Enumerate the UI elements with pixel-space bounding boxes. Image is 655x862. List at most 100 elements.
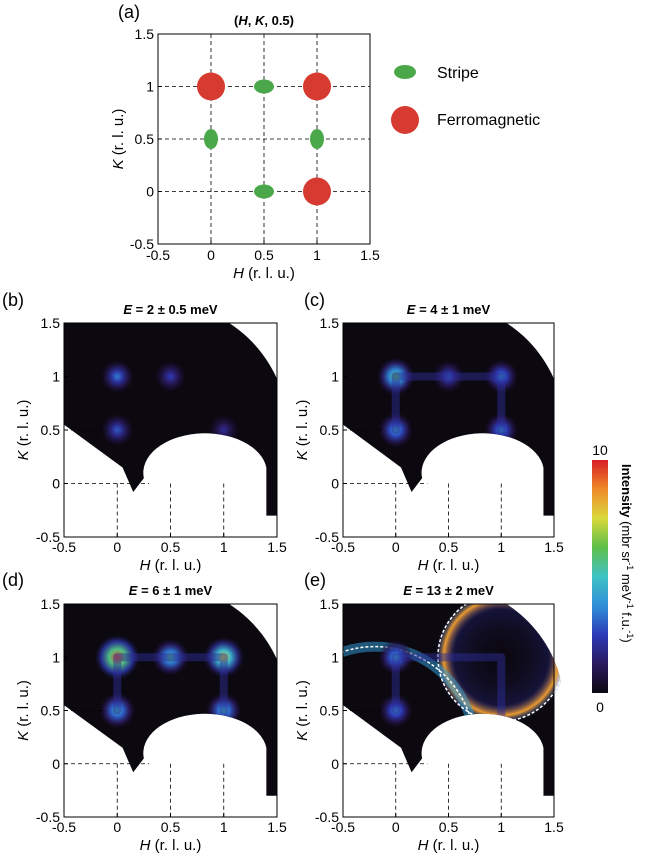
colorbar-title: Intensity (mbr sr-1 meV-1 f.u.-1) <box>619 464 635 643</box>
panel-b-y-label: K (r. l. u.) <box>15 400 32 461</box>
panel-b-x-tick-label: 0 <box>113 539 121 555</box>
panel-d-y-tick-label: 1.5 <box>41 596 61 612</box>
panel-b-x-tick-label: 1.5 <box>267 539 287 555</box>
panel-e-chart: -0.5 0 0.5 1 1.5 -0.5 0 0.5 1 1.5 (e) E = 13 ± 2 me… <box>294 570 565 854</box>
panel-b-x-label: H (r. l. u.) <box>140 557 202 574</box>
panel-e-y-tick-label: 1.5 <box>320 596 340 612</box>
panel-a-x-ticks: -0.5 0 0.5 1 1.5 <box>146 240 380 263</box>
panel-a-y-label: K (r. l. u.) <box>110 109 127 170</box>
colorbar-title-text: (mbr sr <box>619 521 634 563</box>
panel-b-x-tick-label: -0.5 <box>52 539 76 555</box>
panel-e-x-tick-label: 1.5 <box>544 819 564 835</box>
colorbar-min-label: 0 <box>596 699 604 715</box>
panel-a-points <box>197 72 331 206</box>
panel-c-x-tick-label: -0.5 <box>331 539 355 555</box>
panel-a-chart: (a) (H, K, 0.5) -0.5 0 0.5 1 1.5 -0.5 0 0.5 1 1.… <box>110 2 540 282</box>
panel-d-x-tick-label: 1 <box>220 819 228 835</box>
panel-a-x-tick-label: 0 <box>207 247 215 263</box>
panel-e-letter: (e) <box>304 570 326 590</box>
panel-d-x-label: H (r. l. u.) <box>140 837 202 854</box>
panel-a-y-ticks: -0.5 0 0.5 1 1.5 <box>130 26 162 252</box>
panel-e-title: E = 13 ± 2 meV <box>403 583 494 598</box>
panel-d-y-tick-label: -0.5 <box>36 809 60 825</box>
panel-b-spot <box>155 360 186 393</box>
panel-b-x-tick-label: 1 <box>220 539 228 555</box>
ferromagnetic-point <box>197 72 225 101</box>
panel-b-y-tick-label: 1.5 <box>41 315 61 331</box>
panel-d-x-tick-label: 0 <box>113 819 121 835</box>
panel-e-y-tick-label: 1 <box>331 649 339 665</box>
panel-a-y-tick-label: 1 <box>146 79 154 95</box>
panel-a-x-tick-label: 0.5 <box>254 247 274 263</box>
panel-c-title: E = 4 ± 1 meV <box>407 302 491 317</box>
ferromagnetic-point <box>303 177 331 206</box>
panel-a-y-tick-label: 0.5 <box>135 131 155 147</box>
panel-d-letter: (d) <box>2 570 24 590</box>
colorbar: 10 0 Intensity (mbr sr-1 meV-1 f.u.-1) <box>592 442 635 715</box>
panel-b-y-tick-label: 1 <box>52 369 60 385</box>
panel-c-letter: (c) <box>304 290 325 310</box>
stripe-point <box>254 79 274 94</box>
panel-c-y-tick-label: -0.5 <box>315 529 339 545</box>
panel-c-chart: -0.5 0 0.5 1 1.5 -0.5 0 0.5 1 1.5 (c) E = 4 ± 1 meV… <box>294 290 564 574</box>
ferromagnetic-point <box>303 72 331 101</box>
panel-c-x-tick-label: 1 <box>497 539 505 555</box>
panel-a-y-tick-label: 0 <box>146 184 154 200</box>
panel-d-x-tick-label: -0.5 <box>52 819 76 835</box>
colorbar-gradient <box>592 460 608 693</box>
panel-d-x-tick-label: 0.5 <box>161 819 181 835</box>
panel-b-y-tick-label: -0.5 <box>36 529 60 545</box>
panel-e-y-tick-label: -0.5 <box>315 809 339 825</box>
stripe-point <box>254 184 274 199</box>
panel-b-x-tick-label: 0.5 <box>161 539 181 555</box>
panel-c-y-tick-label: 0 <box>331 476 339 492</box>
stripe-point <box>310 129 324 149</box>
panel-a-x-tick-label: 1.5 <box>360 247 380 263</box>
panel-e-y-tick-label: 0 <box>331 756 339 772</box>
colorbar-unit-sup-1: -1 <box>625 562 635 570</box>
legend-ferromagnetic-marker <box>391 106 419 134</box>
panel-a-x-label: H (r. l. u.) <box>233 265 295 282</box>
panel-c-x-tick-label: 0 <box>392 539 400 555</box>
panel-c-x-label: H (r. l. u.) <box>418 557 480 574</box>
panel-e-x-tick-label: 0.5 <box>439 819 459 835</box>
panel-a-y-tick-label: 1.5 <box>135 26 155 42</box>
panel-d-y-tick-label: 1 <box>52 649 60 665</box>
legend-ferromagnetic-label: Ferromagnetic <box>437 112 540 129</box>
panel-a-grid <box>158 34 370 244</box>
panel-c-y-tick-label: 1 <box>331 369 339 385</box>
panel-e-x-tick-label: -0.5 <box>331 819 355 835</box>
panel-a-letter: (a) <box>118 2 140 22</box>
panel-b-y-tick-label: 0 <box>52 476 60 492</box>
panel-c-y-tick-label: 0.5 <box>320 422 340 438</box>
colorbar-unit-close: ) <box>619 638 634 642</box>
panel-a-title: (H, K, 0.5) <box>234 13 294 28</box>
panel-c-y-label: K (r. l. u.) <box>294 400 311 461</box>
colorbar-unit-mev: meV <box>619 570 634 601</box>
panel-b-letter: (b) <box>2 290 24 310</box>
panel-a-x-tick-label: -0.5 <box>146 247 170 263</box>
panel-d-x-tick-label: 1.5 <box>267 819 287 835</box>
panel-e-x-label: H (r. l. u.) <box>418 837 480 854</box>
panel-a-x-tick-label: 1 <box>313 247 321 263</box>
colorbar-max-label: 10 <box>592 442 608 458</box>
heatmap-panels: -0.5 0 0.5 1 1.5 -0.5 0 0.5 1 1.5 (b) E = 2 ± 0.5 m… <box>2 290 565 854</box>
panel-d-y-tick-label: 0.5 <box>41 703 61 719</box>
panel-d-y-label: K (r. l. u.) <box>15 680 32 741</box>
legend-stripe-marker <box>394 65 416 79</box>
panel-d-y-tick-label: 0 <box>52 756 60 772</box>
legend-stripe-label: Stripe <box>437 65 479 82</box>
colorbar-unit-sup-2: -1 <box>625 601 635 609</box>
panel-e-y-tick-label: 0.5 <box>320 703 340 719</box>
panel-b-chart: -0.5 0 0.5 1 1.5 -0.5 0 0.5 1 1.5 (b) E = 2 ± 0.5 m… <box>2 290 287 574</box>
panel-d-chart: -0.5 0 0.5 1 1.5 -0.5 0 0.5 1 1.5 (d) E = 6 ± 1 meV… <box>2 570 287 854</box>
panel-e-y-label: K (r. l. u.) <box>294 680 311 741</box>
colorbar-title-bold: Intensity <box>619 464 634 518</box>
panel-a-y-tick-label: -0.5 <box>130 236 154 252</box>
panel-b-spot <box>100 359 134 394</box>
colorbar-unit-sup-3: -1 <box>625 630 635 638</box>
panel-b-title: E = 2 ± 0.5 meV <box>123 302 218 317</box>
panel-c-x-tick-label: 1.5 <box>544 539 564 555</box>
colorbar-unit-fu: f.u. <box>619 609 634 631</box>
